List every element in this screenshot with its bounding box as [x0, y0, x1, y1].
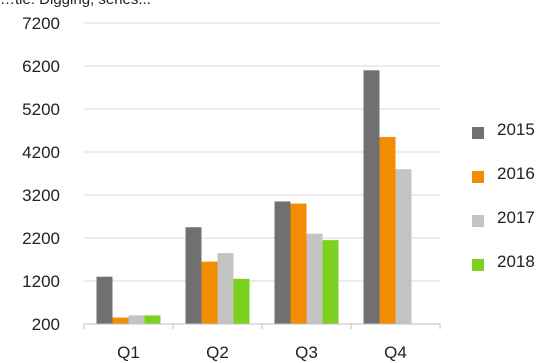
bar-2016-Q3 — [290, 203, 307, 324]
bar-2017-Q4 — [395, 169, 412, 324]
bar-2017-Q3 — [306, 233, 323, 324]
legend-swatch-2017 — [472, 215, 484, 227]
y-tick-label: 200 — [32, 315, 60, 334]
x-tick-label: Q2 — [206, 343, 229, 362]
y-tick-label: 6200 — [22, 57, 60, 76]
legend-label-2017: 2017 — [497, 208, 535, 227]
bar-2017-Q1 — [128, 315, 145, 324]
bar-2015-Q1 — [96, 276, 113, 324]
chart-title: …tle: Digging, series... — [0, 0, 151, 8]
x-tick-label: Q4 — [384, 343, 407, 362]
legend-swatch-2018 — [472, 259, 484, 271]
y-tick-label: 4200 — [22, 143, 60, 162]
bar-2018-Q2 — [233, 278, 250, 324]
legend-label-2018: 2018 — [497, 252, 535, 271]
y-axis-ticks: 200 1200 2200 3200 4200 5200 6200 7200 — [22, 14, 60, 334]
bar-2016-Q4 — [379, 136, 396, 324]
y-tick-label: 1200 — [22, 272, 60, 291]
x-axis — [83, 323, 441, 329]
bar-2015-Q2 — [185, 227, 202, 324]
x-axis-ticks: Q1 Q2 Q3 Q4 — [117, 343, 407, 362]
bar-2018-Q1 — [144, 315, 161, 324]
bar-2016-Q2 — [201, 261, 218, 324]
y-tick-label: 7200 — [22, 14, 60, 33]
bar-2015-Q4 — [363, 70, 380, 324]
y-tick-label: 2200 — [22, 229, 60, 248]
bar-2017-Q2 — [217, 253, 234, 324]
y-tick-label: 5200 — [22, 100, 60, 119]
legend-swatch-2016 — [472, 171, 484, 183]
legend-label-2015: 2015 — [497, 120, 535, 139]
bars — [96, 70, 412, 324]
bar-2015-Q3 — [274, 201, 291, 324]
x-tick-label: Q1 — [117, 343, 140, 362]
x-tick-label: Q3 — [295, 343, 318, 362]
legend-swatch-2015 — [472, 127, 484, 139]
legend-label-2016: 2016 — [497, 164, 535, 183]
bar-2018-Q3 — [322, 240, 339, 324]
bar-2016-Q1 — [112, 317, 129, 324]
y-tick-label: 3200 — [22, 186, 60, 205]
